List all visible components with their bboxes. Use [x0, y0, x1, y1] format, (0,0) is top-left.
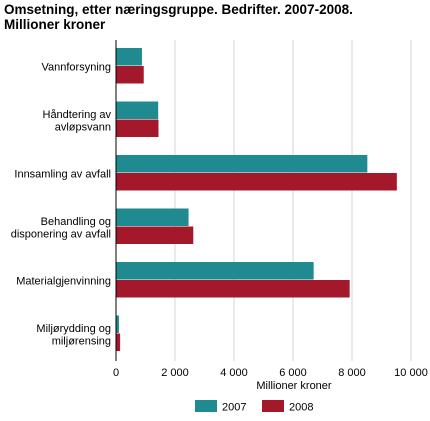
x-tick-label: 10 000	[394, 367, 428, 379]
category-label-line: Innsamling av avfall	[14, 169, 111, 181]
chart-title: Omsetning, etter næringsgruppe. Bedrifte…	[4, 2, 353, 32]
bar-2007-5	[116, 315, 119, 333]
legend-swatch-2007	[195, 400, 217, 412]
bar-2007-1	[116, 101, 159, 119]
bar-2007-2	[116, 155, 368, 173]
category-labels: Vannforsyning Håndtering av avløpsvann Inns…	[11, 62, 112, 348]
category-label: Innsamling av avfall	[14, 169, 111, 181]
category-label-line: miljørensing	[52, 335, 111, 347]
category-label: Miljørydding og miljørensing	[36, 323, 111, 348]
category-label-line: avløpsvann	[55, 121, 111, 133]
bar-2007-4	[116, 262, 314, 280]
bar-2008-5	[116, 333, 121, 351]
x-tick-label: 2 000	[161, 367, 189, 379]
chart-title-line1: Omsetning, etter næringsgruppe. Bedrifte…	[4, 2, 353, 17]
x-tick-label: 0	[113, 367, 119, 379]
legend-swatch-2008	[262, 400, 284, 412]
category-label-line: Vannforsyning	[41, 62, 111, 74]
x-tick-label: 6 000	[279, 367, 307, 379]
bar-2008-3	[116, 226, 194, 244]
legend-label-2007: 2007	[222, 402, 246, 414]
category-label: Materialgjenvinning	[16, 276, 111, 288]
legend-label-2008: 2008	[289, 402, 313, 414]
category-label-line: Materialgjenvinning	[16, 276, 111, 288]
legend: 2007 2008	[195, 400, 313, 414]
category-label: Håndtering av avløpsvann	[43, 109, 112, 134]
x-tick-label: 8 000	[338, 367, 366, 379]
x-axis-ticks: 0 2 000 4 000 6 000 8 000 10 000	[113, 367, 428, 379]
chart-title-line2: Millioner kroner	[4, 17, 106, 32]
category-label: Behandling og disponering av avfall	[11, 216, 111, 241]
category-label-line: Miljørydding og	[36, 323, 111, 335]
bar-2008-1	[116, 119, 159, 137]
x-axis-label: Millioner kroner	[256, 380, 332, 392]
bar-2008-2	[116, 173, 397, 191]
bar-2007-3	[116, 208, 189, 226]
x-tick-label: 4 000	[220, 367, 248, 379]
gridlines	[174, 40, 412, 361]
category-label-line: Håndtering av	[43, 109, 112, 121]
bar-2007-0	[116, 48, 142, 66]
category-label: Vannforsyning	[41, 62, 111, 74]
category-label-line: disponering av avfall	[11, 228, 111, 240]
bar-2008-4	[116, 280, 350, 298]
bars	[116, 48, 397, 351]
bar-2008-0	[116, 66, 144, 84]
category-label-line: Behandling og	[41, 216, 111, 228]
